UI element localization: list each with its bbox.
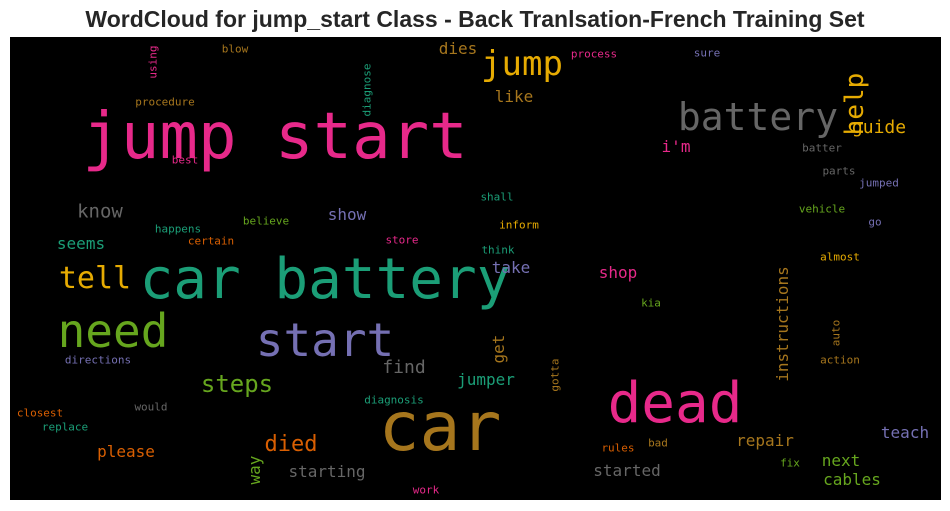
- word-believe: believe: [242, 214, 290, 228]
- word-blow: blow: [221, 42, 249, 56]
- word-please: please: [97, 442, 155, 461]
- word-directions: directions: [64, 353, 132, 367]
- word-rules: rules: [601, 441, 635, 455]
- word-tell: tell: [58, 261, 132, 296]
- word-repair: repair: [736, 431, 794, 450]
- word-starting: starting: [288, 462, 366, 481]
- word-think: think: [481, 243, 515, 257]
- word-guide: guide: [851, 117, 907, 138]
- word-know: know: [77, 200, 123, 223]
- word-diagnosis: diagnosis: [364, 393, 424, 407]
- word-car-battery: car battery: [139, 247, 511, 312]
- word-battery: battery: [677, 95, 839, 139]
- word-dies: dies: [438, 39, 478, 58]
- word-jump: jump: [481, 44, 563, 84]
- word-action: action: [820, 353, 860, 367]
- word-best: best: [171, 153, 199, 167]
- word-work: work: [412, 483, 440, 497]
- word-seems: seems: [56, 234, 106, 253]
- word-started: started: [593, 461, 661, 480]
- word-sure: sure: [693, 46, 721, 60]
- word-parts: parts: [822, 164, 856, 178]
- word-vehicle: vehicle: [798, 202, 846, 216]
- word-closest: closest: [16, 406, 64, 420]
- word-dead: dead: [607, 371, 743, 436]
- word-jumper: jumper: [457, 370, 515, 389]
- word-almost: almost: [820, 250, 860, 264]
- word-steps: steps: [200, 370, 274, 398]
- word-jump-start: jump start: [82, 100, 468, 174]
- word-get: get: [489, 334, 508, 364]
- word-fix: fix: [780, 456, 800, 470]
- word-i-m: i'm: [661, 137, 691, 156]
- word-died: died: [264, 432, 318, 457]
- word-cloud: jump start car battery car dead start need bat…: [10, 37, 941, 500]
- word-cables: cables: [823, 470, 881, 489]
- word-kia: kia: [641, 296, 661, 310]
- word-instructions: instructions: [773, 266, 792, 382]
- word-show: show: [327, 205, 367, 224]
- word-teach: teach: [880, 423, 930, 442]
- word-procedure: procedure: [135, 95, 195, 109]
- chart-title: WordCloud for jump_start Class - Back Tr…: [85, 6, 865, 32]
- word-bad: bad: [648, 436, 668, 450]
- word-certain: certain: [187, 234, 235, 248]
- word-need: need: [57, 304, 169, 358]
- word-batter: batter: [802, 141, 842, 155]
- word-go: go: [868, 215, 882, 229]
- word-shop: shop: [598, 263, 638, 282]
- word-diagnose: diagnose: [360, 63, 374, 117]
- word-way: way: [245, 455, 264, 485]
- word-would: would: [134, 400, 168, 414]
- word-gotta: gotta: [548, 358, 562, 392]
- word-store: store: [385, 233, 419, 247]
- word-replace: replace: [41, 420, 89, 434]
- word-car: car: [378, 388, 502, 467]
- word-jumped: jumped: [859, 176, 899, 190]
- word-shall: shall: [480, 190, 514, 204]
- word-auto: auto: [829, 319, 843, 347]
- word-happens: happens: [154, 222, 202, 236]
- word-take: take: [491, 258, 531, 277]
- word-next: next: [821, 451, 861, 470]
- word-find: find: [382, 357, 426, 378]
- word-like: like: [494, 87, 534, 106]
- word-process: process: [570, 47, 618, 61]
- word-using: using: [146, 45, 160, 79]
- word-start: start: [255, 313, 395, 367]
- word-inform: inform: [499, 218, 539, 232]
